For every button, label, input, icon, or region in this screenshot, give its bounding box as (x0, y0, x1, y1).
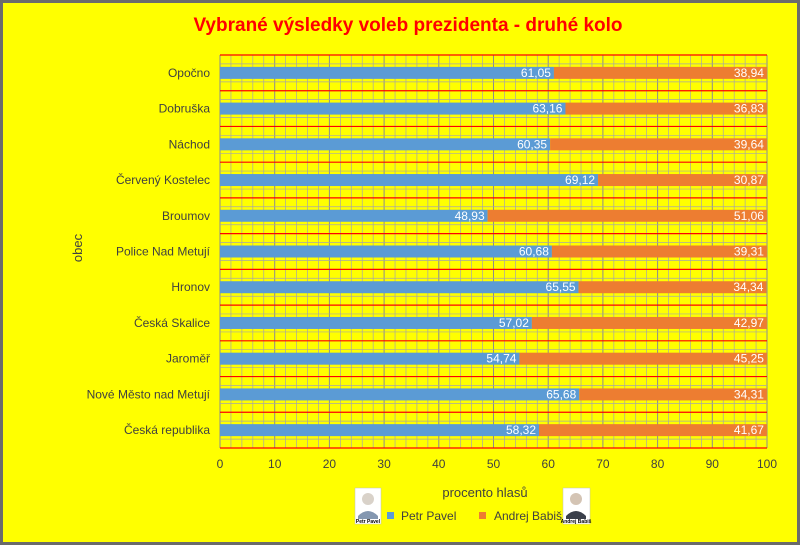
x-axis-title: procento hlasů (442, 485, 527, 500)
x-tick-label: 10 (268, 457, 282, 471)
x-tick-label: 70 (596, 457, 610, 471)
category-label: Police Nad Metují (116, 245, 211, 259)
bar-petr-pavel (220, 138, 551, 151)
value-label-andrej-babis: 51,06 (734, 209, 764, 223)
bar-andrej-babis (550, 138, 767, 151)
value-label-andrej-babis: 42,97 (734, 316, 764, 330)
value-label-petr-pavel: 54,74 (486, 352, 516, 366)
value-label-petr-pavel: 65,68 (546, 387, 576, 401)
chart-title: Vybrané výsledky voleb prezidenta - druh… (193, 15, 622, 36)
value-label-andrej-babis: 30,87 (734, 173, 764, 187)
category-label: Nové Město nad Metují (87, 387, 211, 401)
bar-petr-pavel (220, 102, 566, 115)
legend-swatch-andrej-babis (479, 512, 486, 519)
value-label-petr-pavel: 48,93 (455, 209, 485, 223)
x-tick-label: 100 (757, 457, 777, 471)
value-label-andrej-babis: 36,83 (734, 102, 764, 116)
legend-label-petr-pavel: Petr Pavel (401, 509, 456, 523)
x-tick-label: 50 (487, 457, 501, 471)
value-label-petr-pavel: 63,16 (532, 102, 562, 116)
category-label: Náchod (169, 137, 210, 151)
bar-petr-pavel (220, 316, 532, 329)
photo-caption-petr-pavel: Petr Pavel (356, 519, 381, 525)
x-tick-label: 40 (432, 457, 446, 471)
bar-andrej-babis (553, 66, 767, 79)
value-label-petr-pavel: 58,32 (506, 423, 536, 437)
x-tick-label: 90 (706, 457, 720, 471)
legend-label-andrej-babis: Andrej Babiš (494, 509, 562, 523)
andrej-babis-photo: Andrej Babiš (561, 487, 592, 525)
bar-petr-pavel (220, 245, 552, 258)
category-label: Česká Skalice (134, 315, 210, 330)
bar-petr-pavel (220, 388, 580, 401)
bar-andrej-babis (539, 424, 767, 437)
bar-petr-pavel (220, 209, 488, 222)
category-label: Jaroměř (166, 352, 211, 366)
value-label-andrej-babis: 39,64 (734, 137, 764, 151)
bar-andrej-babis (579, 388, 767, 401)
bar-andrej-babis (578, 281, 767, 294)
bar-petr-pavel (220, 174, 599, 187)
value-label-petr-pavel: 60,35 (517, 137, 547, 151)
value-label-andrej-babis: 38,94 (734, 66, 764, 80)
value-label-andrej-babis: 41,67 (734, 423, 764, 437)
bar-petr-pavel (220, 424, 540, 437)
x-tick-label: 0 (217, 457, 224, 471)
photo-caption-andrej-babis: Andrej Babiš (561, 519, 592, 525)
bar-andrej-babis (531, 316, 767, 329)
x-tick-label: 60 (542, 457, 556, 471)
x-tick-label: 30 (377, 457, 391, 471)
x-tick-label: 80 (651, 457, 665, 471)
category-label: Červený Kostelec (116, 172, 210, 187)
petr-pavel-photo: Petr Pavel (354, 487, 382, 525)
x-tick-label: 20 (323, 457, 337, 471)
category-label: Česká republika (124, 422, 210, 437)
value-label-andrej-babis: 34,34 (733, 280, 763, 294)
category-label: Broumov (162, 209, 210, 223)
value-label-petr-pavel: 57,02 (499, 316, 529, 330)
category-label: Opočno (168, 66, 210, 80)
value-label-andrej-babis: 34,31 (734, 387, 764, 401)
bar-petr-pavel (220, 352, 520, 365)
y-axis-title: obec (70, 233, 85, 262)
category-label: Hronov (171, 280, 210, 294)
value-label-andrej-babis: 39,31 (734, 245, 764, 259)
value-label-petr-pavel: 61,05 (521, 66, 551, 80)
value-label-petr-pavel: 69,12 (565, 173, 595, 187)
legend: Petr Pavel Petr Pavel Andrej Babiš Andre… (354, 487, 592, 525)
bar-andrej-babis (487, 209, 767, 222)
value-label-andrej-babis: 45,25 (734, 352, 764, 366)
value-label-petr-pavel: 65,55 (546, 280, 576, 294)
value-label-petr-pavel: 60,68 (519, 245, 549, 259)
bar-andrej-babis (519, 352, 767, 365)
bar-petr-pavel (220, 66, 554, 79)
category-label: Dobruška (159, 102, 211, 116)
bar-andrej-babis (598, 174, 767, 187)
bars: 61,05 38,94 63,16 36,83 60,35 39,64 69,12 30,87… (220, 66, 767, 437)
x-tick-labels: 0 10 20 30 40 50 60 70 80 90 100 (217, 457, 778, 471)
legend-swatch-petr-pavel (387, 512, 394, 519)
bar-andrej-babis (551, 245, 767, 258)
bar-andrej-babis (565, 102, 767, 115)
category-labels: Opočno Dobruška Náchod Červený Kostelec Brou… (87, 66, 211, 437)
bar-petr-pavel (220, 281, 579, 294)
